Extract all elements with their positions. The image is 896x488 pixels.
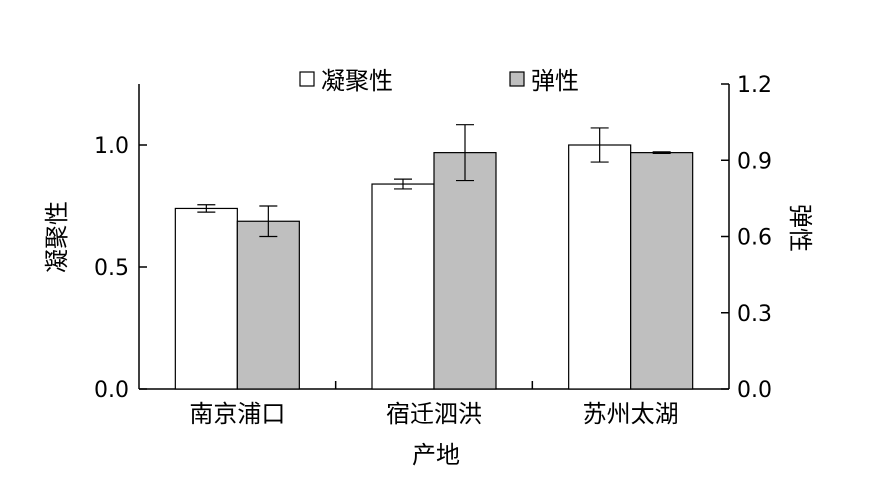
bar-cohesion bbox=[371, 183, 435, 390]
y-tick-label-right: 0.3 bbox=[737, 302, 772, 327]
legend-label-springiness: 弹性 bbox=[531, 67, 579, 95]
plot-area: 0.0 0.5 1.0 0.0 0.3 0.6 0.9 1.2 南京浦口 宿迁泗洪 苏州太湖 bbox=[94, 73, 772, 428]
bar-springiness bbox=[630, 152, 694, 390]
x-tick-label: 南京浦口 bbox=[189, 400, 285, 428]
bar-cohesion bbox=[174, 207, 238, 390]
legend-label-cohesion: 凝聚性 bbox=[321, 67, 393, 95]
y-tick-label-left: 1.0 bbox=[94, 134, 129, 159]
legend-swatch-springiness bbox=[509, 71, 525, 87]
bar-springiness bbox=[236, 220, 300, 390]
legend: 凝聚性 弹性 bbox=[299, 67, 579, 95]
bar-cohesion bbox=[568, 144, 632, 390]
y-axis-title-left: 凝聚性 bbox=[43, 201, 71, 273]
y-tick-label-left: 0.0 bbox=[94, 378, 129, 403]
y-tick-label-left: 0.5 bbox=[94, 256, 129, 281]
y-tick-label-right: 0.6 bbox=[737, 226, 772, 251]
x-axis-title: 产地 bbox=[412, 441, 460, 469]
bar-springiness bbox=[433, 152, 497, 390]
y-tick-label-right: 0.0 bbox=[737, 378, 772, 403]
y-axis-title-right: 弹性 bbox=[786, 204, 814, 252]
x-tick-label: 苏州太湖 bbox=[583, 400, 679, 428]
y-tick-label-right: 1.2 bbox=[737, 73, 772, 98]
legend-swatch-cohesion bbox=[299, 71, 315, 87]
y-tick-label-right: 0.9 bbox=[737, 149, 772, 174]
x-tick-label: 宿迁泗洪 bbox=[386, 400, 482, 428]
